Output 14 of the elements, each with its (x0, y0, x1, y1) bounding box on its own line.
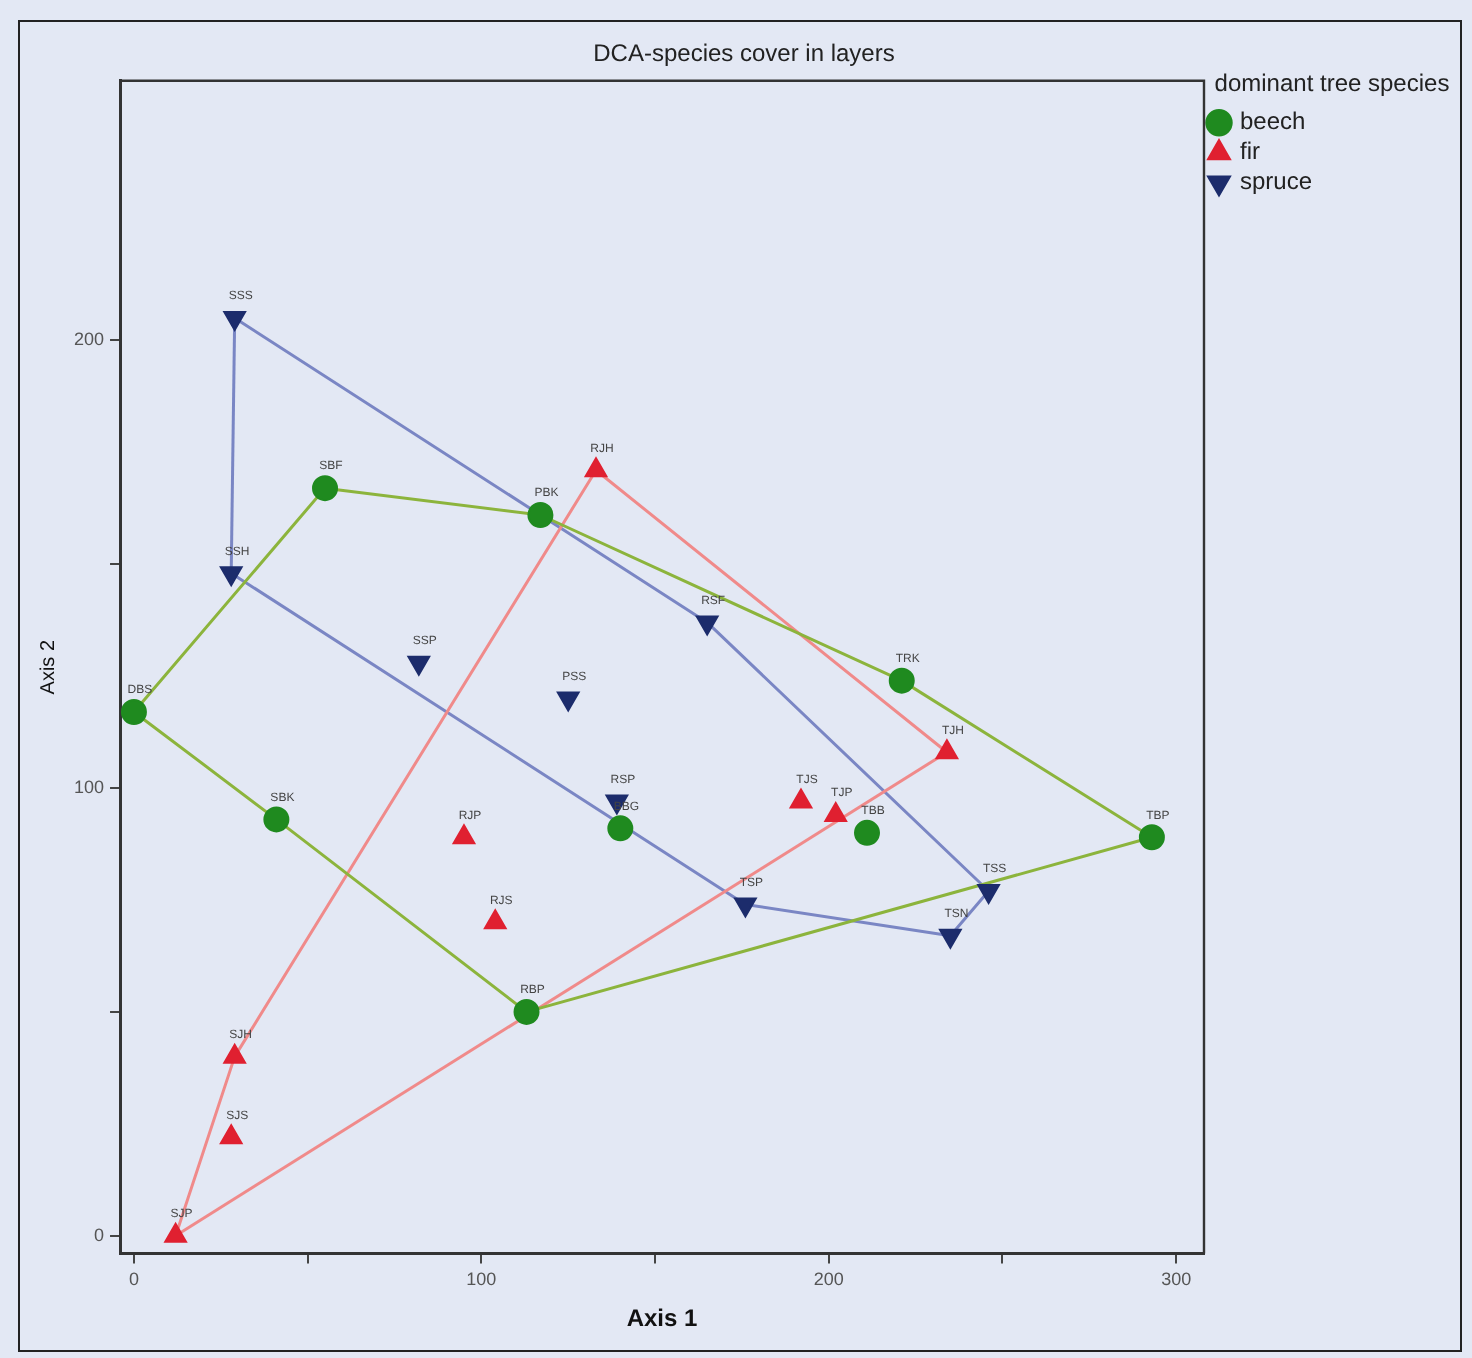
x-tick-label: 100 (466, 1269, 497, 1290)
y-axis-title: Axis 2 (37, 639, 60, 695)
x-tick-label: 200 (813, 1269, 844, 1290)
y-tick-label: 0 (94, 1224, 105, 1245)
legend-label: spruce (1240, 167, 1313, 196)
y-tick-label: 100 (73, 777, 105, 798)
legend-label: beech (1240, 107, 1306, 136)
x-tick-label: 0 (128, 1269, 139, 1290)
x-tick-label: 300 (1161, 1269, 1192, 1290)
chart-title: DCA-species cover in layers (593, 39, 895, 68)
legend-title: dominant tree species (1214, 68, 1450, 97)
y-tick-label: 200 (73, 329, 105, 350)
legend-label: fir (1240, 137, 1260, 166)
x-axis-title: Axis 1 (626, 1304, 699, 1333)
